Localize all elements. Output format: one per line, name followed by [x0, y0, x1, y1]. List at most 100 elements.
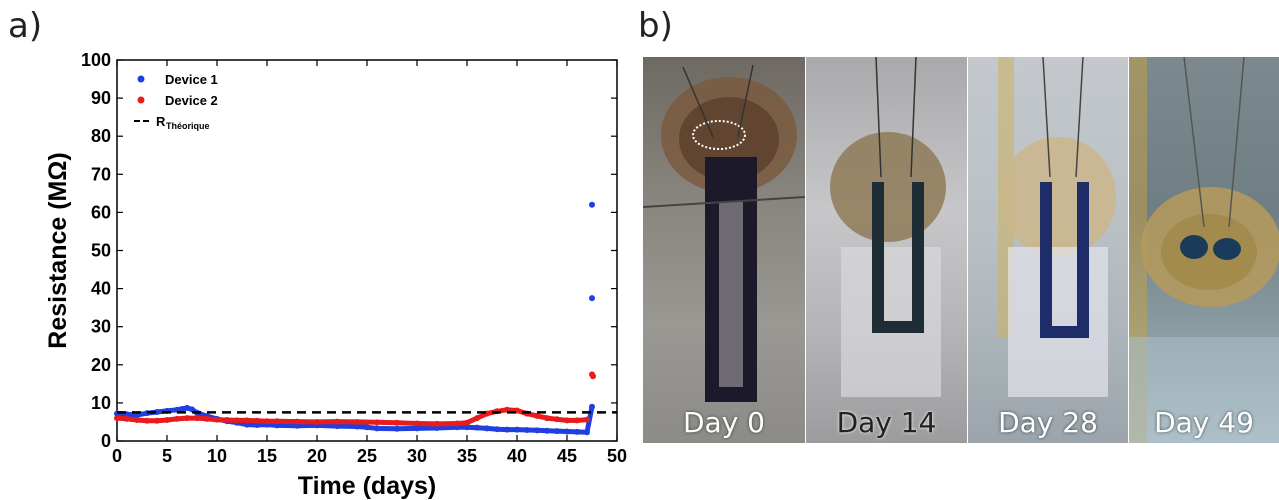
data-point-device-1: [274, 422, 280, 429]
resistance-chart: 0 5 10 15 20 25 30 35 40 45 50 0 10 20 30 40 50 60 70 80 90 1…: [44, 50, 627, 500]
data-point-device-2: [454, 420, 460, 427]
photo-caption: Day 14: [836, 406, 937, 439]
data-point-device-1: [354, 423, 360, 430]
data-point-device-2: [204, 415, 210, 422]
data-point-device-2: [184, 415, 190, 422]
data-point-device-2: [574, 417, 580, 424]
y-tick-label: 60: [91, 202, 111, 222]
data-point-device-1: [394, 425, 400, 432]
panel-label-b: b): [638, 6, 673, 46]
data-point-device-1: [474, 424, 480, 431]
x-tick-label: 45: [557, 446, 577, 466]
legend-label-device-1: Device 1: [165, 72, 218, 87]
legend-label-theoretical-sub: Théorique: [166, 121, 210, 131]
data-point-device-1: [554, 428, 560, 435]
plot-frame: [116, 59, 618, 442]
data-point-device-1: [494, 426, 500, 433]
data-point-device-2: [474, 415, 480, 422]
data-point-device-2: [434, 420, 440, 427]
legend-label-theoretical: R: [156, 114, 166, 129]
data-point-device-1: [464, 424, 470, 431]
x-tick-label: 35: [457, 446, 477, 466]
data-point-device-1: [589, 295, 595, 302]
data-point-device-1: [544, 427, 550, 434]
data-point-device-2: [244, 417, 250, 424]
photo-caption: Day 28: [998, 406, 1098, 439]
data-point-device-1: [334, 423, 340, 430]
legend-marker-device-1: [137, 75, 145, 83]
device-photo-day-0: [643, 64, 805, 402]
data-point-device-1: [244, 421, 250, 428]
data-point-device-1: [589, 403, 595, 410]
y-tick-label: 0: [101, 431, 111, 451]
photo-caption: Day 49: [1154, 406, 1254, 439]
data-point-device-2: [154, 417, 160, 424]
y-tick-label: 80: [91, 126, 111, 146]
data-point-device-1: [254, 421, 260, 428]
y-tick-label: 70: [91, 164, 111, 184]
data-point-device-1: [179, 405, 185, 412]
photo-caption: Day 0: [682, 406, 765, 439]
data-point-device-1: [434, 425, 440, 432]
data-point-device-2: [124, 415, 130, 422]
y-tick-label: 50: [91, 241, 111, 261]
data-point-device-2: [294, 418, 300, 425]
y-tick-label: 90: [91, 88, 111, 108]
x-tick-label: 30: [407, 446, 427, 466]
x-axis-label: Time (days): [298, 472, 436, 500]
photo-day-28: Day 28: [968, 57, 1128, 443]
data-point-device-2: [274, 418, 280, 425]
data-point-device-2: [224, 417, 230, 424]
data-point-device-1: [514, 426, 520, 433]
data-point-device-2: [254, 417, 260, 424]
data-point-device-2: [354, 418, 360, 425]
data-point-device-1: [584, 429, 590, 436]
data-point-device-2: [554, 416, 560, 423]
data-point-device-2: [544, 415, 550, 422]
y-tick-label: 40: [91, 279, 111, 299]
data-point-device-1: [189, 406, 195, 413]
data-point-device-2: [234, 417, 240, 424]
x-tick-label: 15: [257, 446, 277, 466]
data-point-device-1: [414, 425, 420, 432]
data-point-device-2: [534, 412, 540, 419]
data-point-device-2: [164, 417, 170, 424]
device-photo-day-14: [830, 57, 946, 397]
data-point-device-1: [294, 422, 300, 429]
legend-marker-device-2: [137, 96, 145, 104]
data-point-device-1: [374, 425, 380, 432]
x-tick-label: 25: [357, 446, 377, 466]
data-point-device-2: [584, 416, 590, 423]
y-tick-label: 10: [91, 393, 111, 413]
data-point-device-1: [564, 428, 570, 435]
data-point-device-2: [374, 419, 380, 426]
x-tick-label: 40: [507, 446, 527, 466]
data-point-device-2: [414, 420, 420, 427]
photo-day-49: Day 49: [1129, 57, 1279, 443]
x-tick-label: 20: [307, 446, 327, 466]
data-point-device-2: [114, 415, 120, 422]
data-point-device-1: [364, 424, 370, 431]
device-photo-day-49: [1129, 57, 1279, 443]
photo-day-0: Day 0: [643, 57, 805, 443]
data-point-device-2: [194, 415, 200, 422]
data-point-device-1: [589, 201, 595, 208]
data-point-device-2: [144, 417, 150, 424]
data-point-device-2: [174, 415, 180, 422]
legend-label-device-2: Device 2: [165, 93, 218, 108]
data-point-device-2: [564, 417, 570, 424]
data-point-device-2: [464, 419, 470, 426]
x-tick-label: 5: [162, 446, 172, 466]
photo-day-14: Day 14: [806, 57, 967, 443]
y-tick-label: 20: [91, 355, 111, 375]
data-point-device-1: [484, 425, 490, 432]
y-tick-label: 100: [81, 50, 111, 70]
data-point-device-2: [334, 418, 340, 425]
x-tick-label: 50: [607, 446, 627, 466]
data-point-device-1: [504, 426, 510, 433]
data-point-device-1: [534, 427, 540, 434]
data-point-device-2: [394, 419, 400, 426]
data-point-device-1: [524, 426, 530, 433]
data-point-device-1: [574, 428, 580, 435]
data-point-device-2: [314, 418, 320, 425]
